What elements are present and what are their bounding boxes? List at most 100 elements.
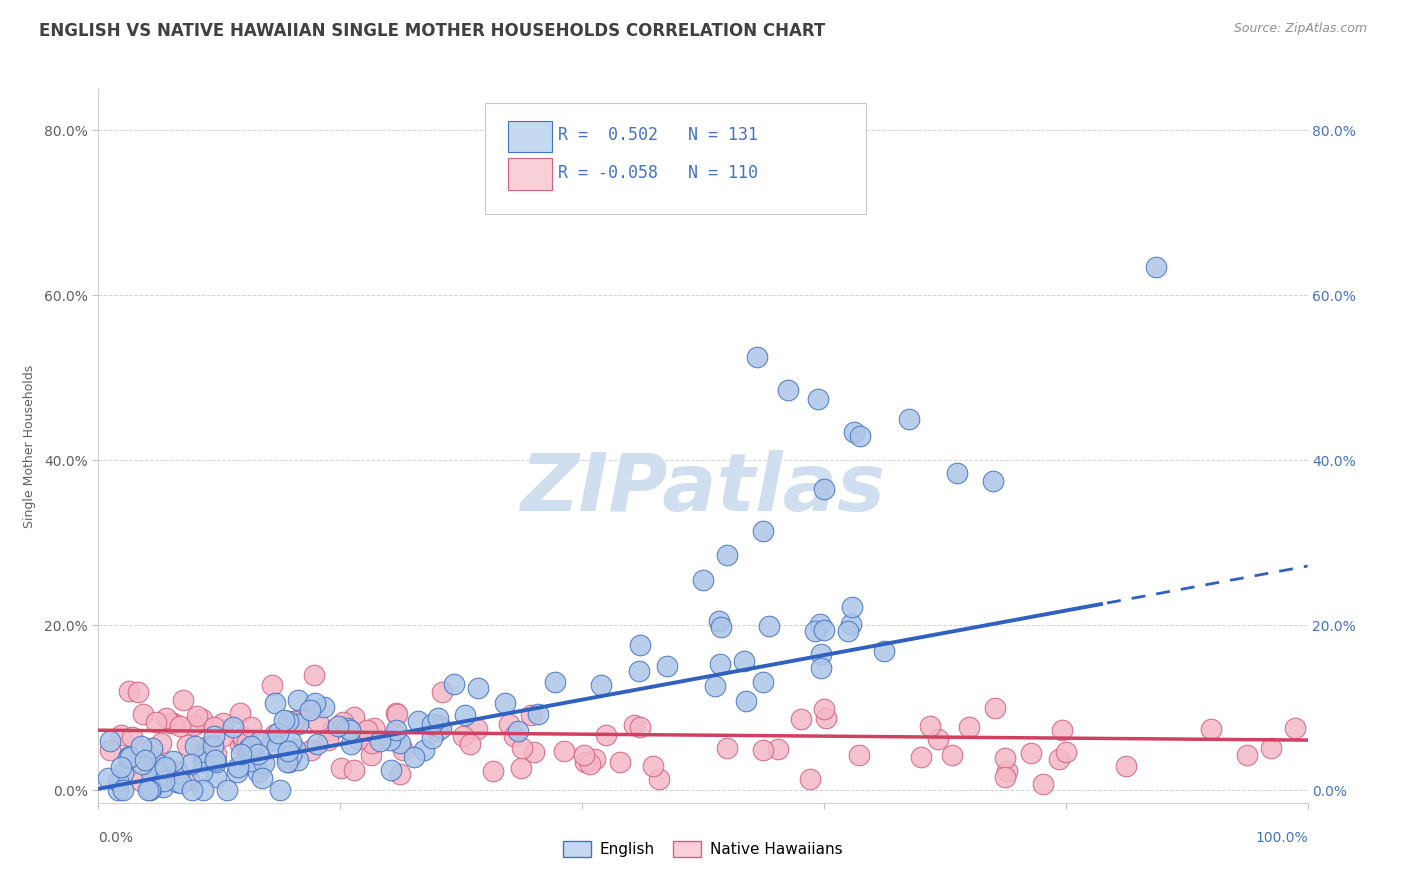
Point: [155, 762, 177, 776]
Point: [240, 754, 263, 768]
Point: [162, 716, 184, 731]
Point: [776, 384, 799, 398]
Point: [111, 766, 134, 780]
Point: [897, 412, 920, 426]
Point: [703, 680, 725, 694]
Point: [648, 772, 671, 787]
Point: [454, 708, 477, 723]
Point: [984, 701, 1007, 715]
Point: [305, 737, 328, 751]
Point: [957, 720, 980, 734]
Point: [148, 757, 170, 772]
Point: [201, 739, 224, 753]
Point: [280, 747, 302, 762]
Point: [339, 723, 361, 738]
Point: [336, 721, 359, 735]
Point: [343, 710, 366, 724]
Point: [451, 729, 474, 743]
Point: [709, 657, 731, 672]
Point: [837, 624, 859, 639]
Point: [346, 731, 368, 746]
Point: [467, 681, 489, 695]
Point: [186, 708, 208, 723]
Point: [380, 763, 402, 777]
Point: [628, 720, 651, 734]
Point: [385, 723, 408, 737]
Point: [752, 524, 775, 538]
Point: [155, 711, 177, 725]
Point: [232, 732, 254, 747]
Point: [503, 729, 526, 743]
Point: [339, 723, 361, 738]
Point: [139, 782, 162, 797]
Point: [692, 573, 714, 587]
Point: [981, 474, 1004, 488]
Point: [813, 701, 835, 715]
Point: [1260, 740, 1282, 755]
Point: [368, 733, 391, 747]
Point: [578, 756, 600, 771]
Point: [191, 756, 214, 770]
Point: [360, 748, 382, 763]
Point: [260, 677, 283, 691]
Point: [110, 760, 132, 774]
FancyBboxPatch shape: [485, 103, 866, 214]
Point: [277, 744, 299, 758]
Point: [120, 749, 142, 764]
Point: [190, 712, 212, 726]
Point: [716, 549, 738, 563]
FancyBboxPatch shape: [509, 120, 551, 152]
Point: [752, 743, 775, 757]
Point: [813, 483, 835, 497]
Point: [583, 752, 606, 766]
Point: [790, 712, 813, 726]
Point: [276, 750, 298, 764]
Point: [152, 773, 174, 788]
Point: [628, 638, 651, 652]
Point: [340, 738, 363, 752]
Point: [183, 718, 205, 732]
Point: [385, 706, 408, 720]
Point: [162, 754, 184, 768]
Point: [129, 774, 152, 789]
Point: [149, 762, 172, 776]
Point: [808, 617, 831, 632]
Point: [132, 706, 155, 721]
Point: [236, 734, 259, 748]
Point: [807, 392, 830, 406]
Point: [747, 351, 769, 365]
Point: [145, 714, 167, 729]
Point: [242, 748, 264, 763]
Point: [609, 755, 631, 769]
Point: [1032, 777, 1054, 791]
Point: [184, 739, 207, 753]
Point: [250, 771, 273, 785]
Point: [204, 770, 226, 784]
Point: [544, 674, 567, 689]
Point: [380, 733, 402, 747]
Point: [384, 727, 406, 741]
Text: ENGLISH VS NATIVE HAWAIIAN SINGLE MOTHER HOUSEHOLDS CORRELATION CHART: ENGLISH VS NATIVE HAWAIIAN SINGLE MOTHER…: [39, 22, 825, 40]
Point: [136, 783, 159, 797]
Y-axis label: Single Mother Households: Single Mother Households: [22, 364, 35, 528]
Point: [1047, 752, 1070, 766]
Point: [460, 737, 482, 751]
Text: R =  0.502   N = 131: R = 0.502 N = 131: [558, 126, 758, 144]
Point: [1054, 745, 1077, 759]
Point: [332, 714, 354, 729]
Point: [321, 723, 343, 738]
Point: [246, 747, 269, 761]
Point: [236, 741, 259, 756]
Point: [287, 717, 309, 731]
Point: [813, 623, 835, 637]
Point: [290, 712, 312, 726]
Point: [299, 743, 322, 757]
Point: [169, 719, 191, 733]
Point: [356, 723, 378, 737]
Point: [283, 714, 305, 728]
Point: [204, 753, 226, 767]
Point: [655, 658, 678, 673]
Point: [215, 783, 238, 797]
Point: [520, 708, 543, 723]
Point: [758, 619, 780, 633]
